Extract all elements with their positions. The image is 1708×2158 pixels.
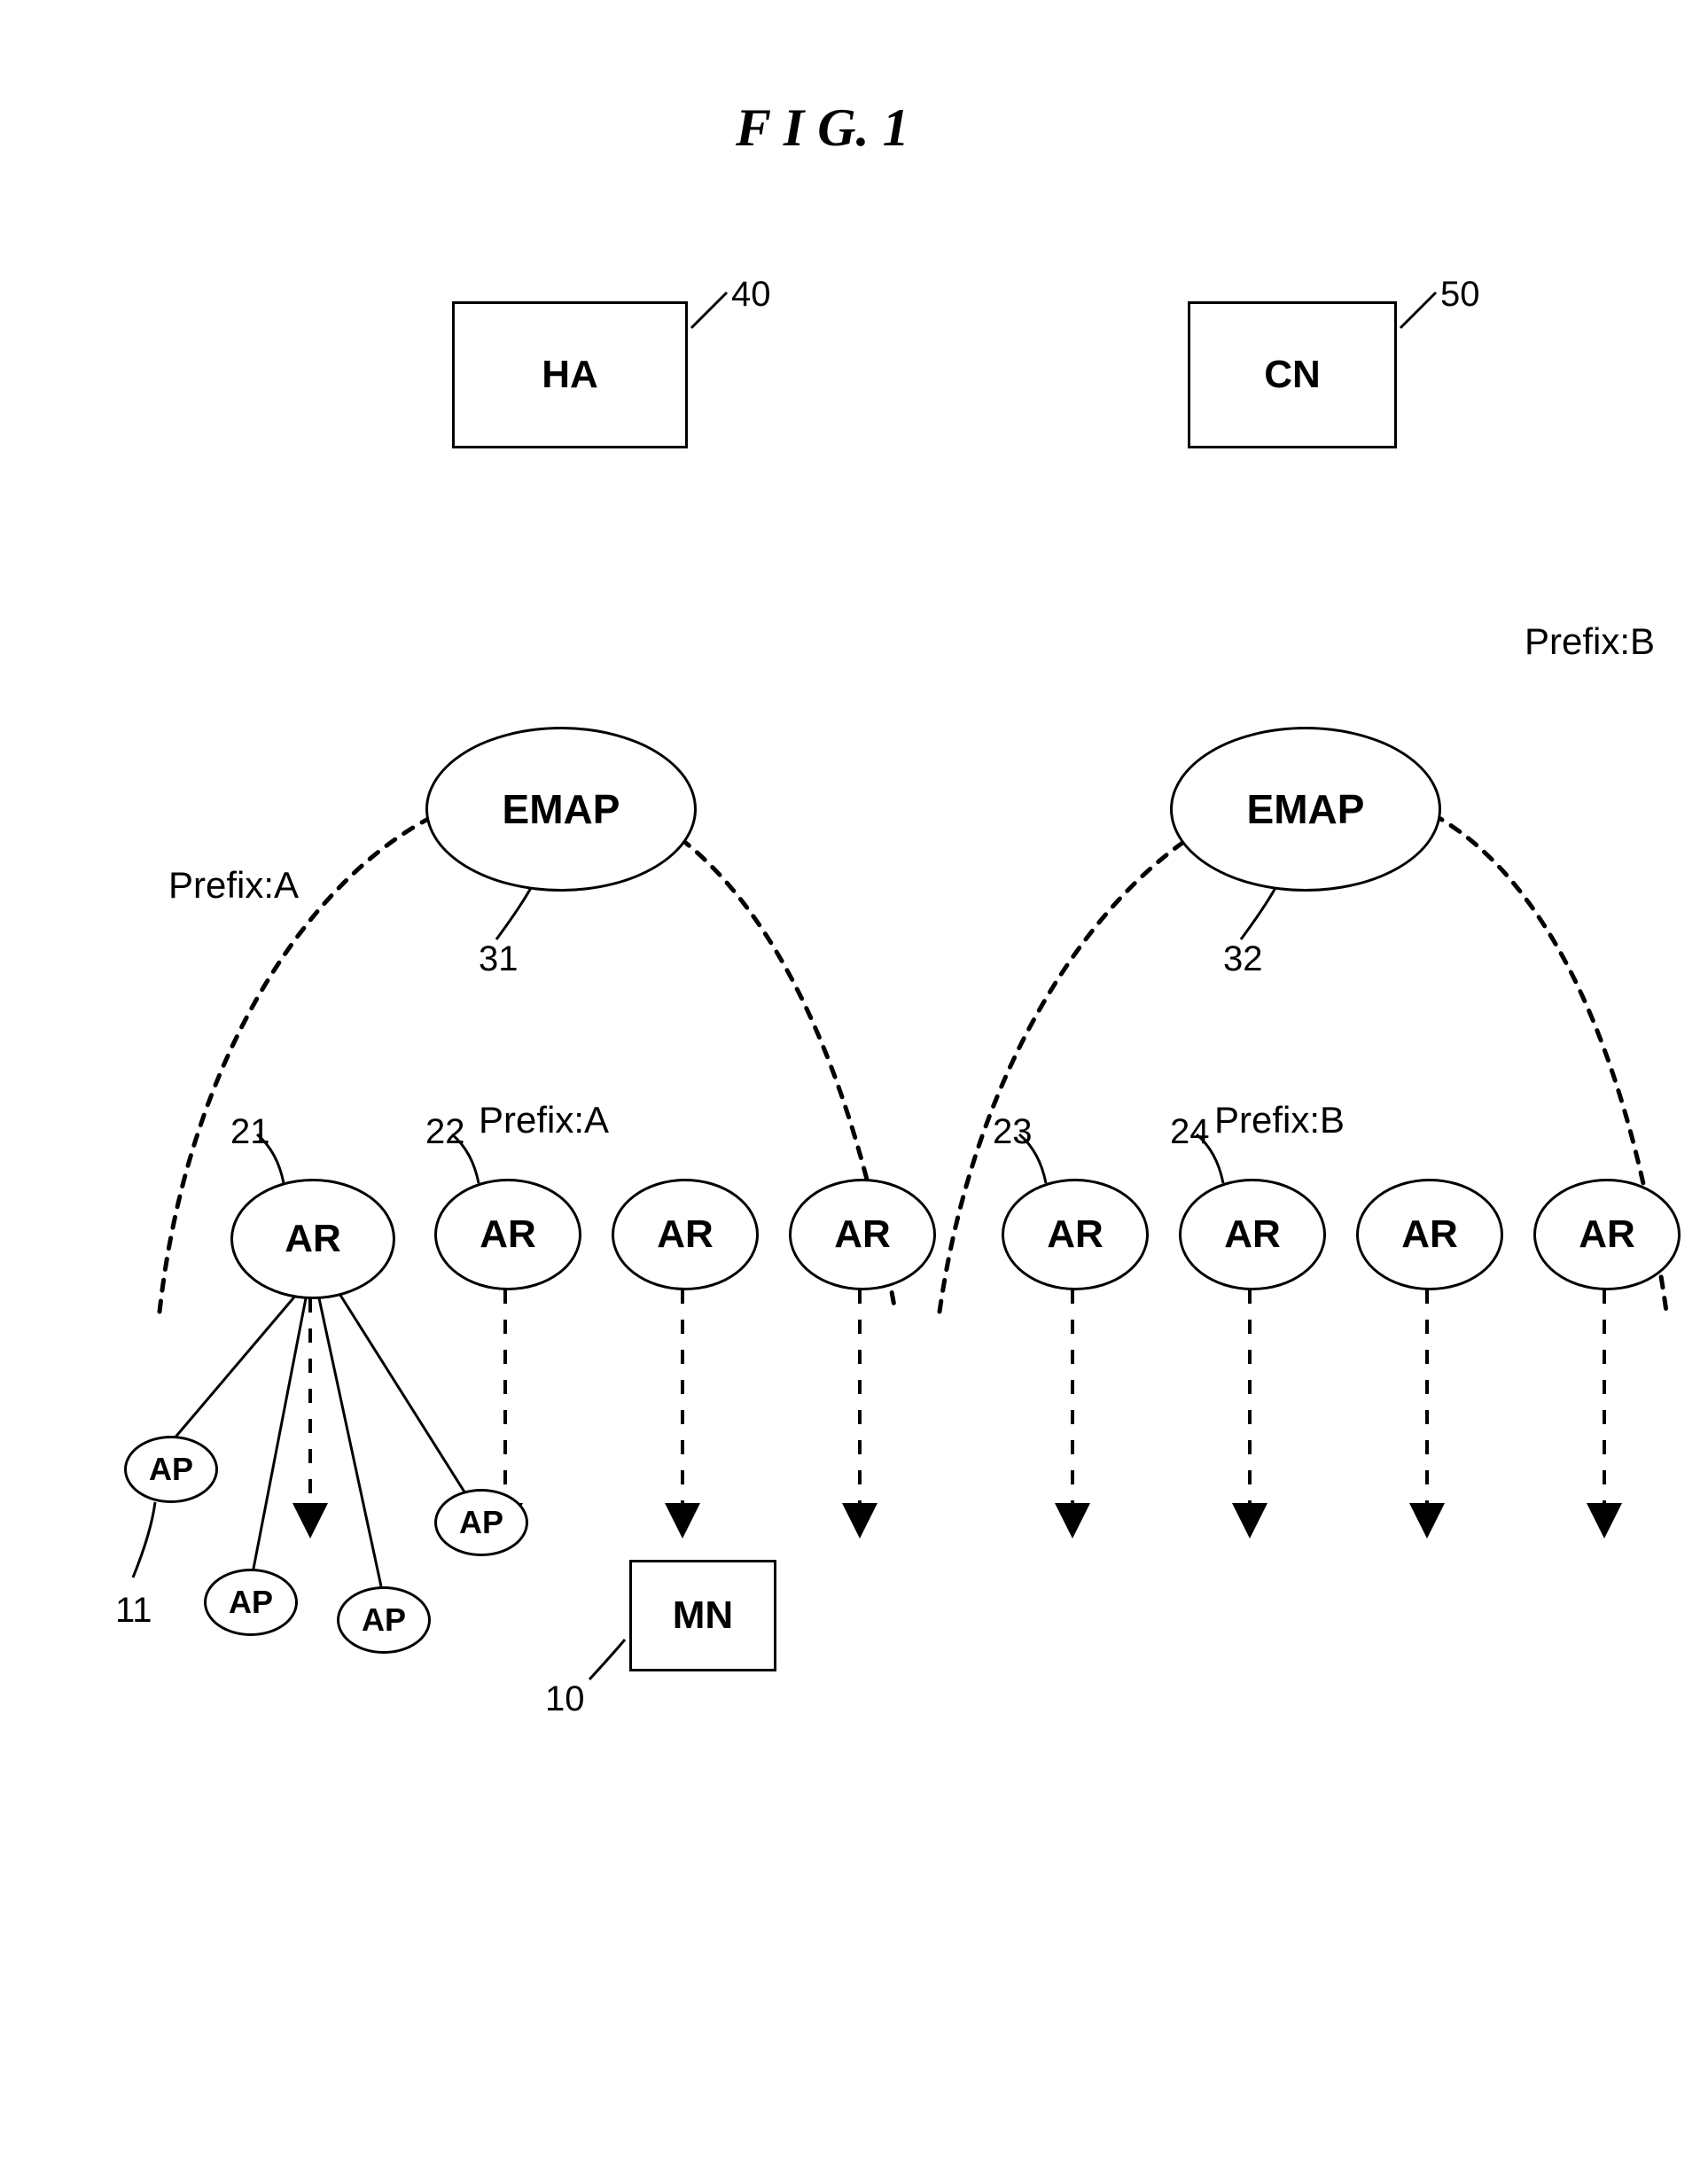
ref-ar-a1: 21 <box>230 1112 270 1152</box>
ref-cn: 50 <box>1440 275 1480 315</box>
emap-b-node: EMAP <box>1170 727 1441 892</box>
ar-b4-node: AR <box>1533 1179 1681 1290</box>
ar-a4-node: AR <box>789 1179 936 1290</box>
ar-b2-node: AR <box>1179 1179 1326 1290</box>
prefix-a-outer-label: Prefix:A <box>168 864 299 907</box>
ref-emap-b: 32 <box>1223 939 1263 979</box>
ap4-node: AP <box>434 1489 528 1556</box>
figure-title: F I G. 1 <box>736 97 909 159</box>
prefix-a-inner-label: Prefix:A <box>479 1099 609 1141</box>
ref-emap-a: 31 <box>479 939 519 979</box>
cn-node: CN <box>1188 301 1397 448</box>
ar-b1-node: AR <box>1002 1179 1149 1290</box>
ap3-node: AP <box>337 1586 431 1654</box>
diagram-svg <box>0 0 1708 2158</box>
ref-mn: 10 <box>545 1679 585 1719</box>
ref-ha: 40 <box>731 275 771 315</box>
ref-ap1: 11 <box>115 1591 152 1631</box>
ref-ar-a2: 22 <box>425 1112 465 1152</box>
ref-ar-b2: 24 <box>1170 1112 1210 1152</box>
ar-a3-node: AR <box>612 1179 759 1290</box>
prefix-b-outer-label: Prefix:B <box>1525 620 1655 663</box>
ar-b3-node: AR <box>1356 1179 1503 1290</box>
mn-node: MN <box>629 1560 776 1671</box>
ha-node: HA <box>452 301 688 448</box>
ref-ar-b1: 23 <box>993 1112 1033 1152</box>
ar-a1-node: AR <box>230 1179 395 1299</box>
emap-a-node: EMAP <box>425 727 697 892</box>
ap1-node: AP <box>124 1436 218 1503</box>
ap2-node: AP <box>204 1569 298 1636</box>
prefix-b-inner-label: Prefix:B <box>1214 1099 1345 1141</box>
ar-a2-node: AR <box>434 1179 581 1290</box>
figure-canvas: F I G. 1 HA CN MN EMAP EMAP AR AR AR AR … <box>0 0 1708 2158</box>
